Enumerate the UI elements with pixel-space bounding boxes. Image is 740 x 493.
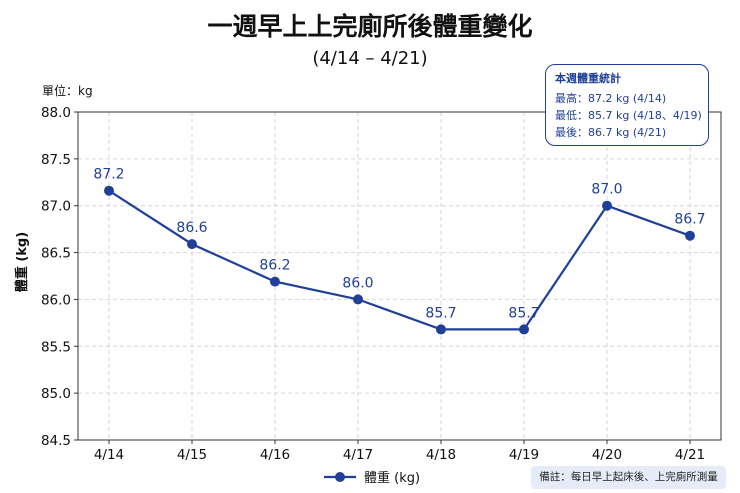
y-axis-ticks: 84.5 85.0 85.5 86.0 86.5 87.0 87.5 88.0 (41, 105, 78, 449)
data-label: 85.7 (508, 305, 539, 321)
chart-subtitle: (4/14 – 4/21) (312, 48, 427, 69)
data-label: 85.7 (425, 305, 456, 321)
data-labels: 87.2 86.6 86.2 86.0 85.7 85.7 87.0 86.7 (93, 167, 705, 322)
y-tick-label: 84.5 (41, 433, 71, 449)
unit-label: 單位：kg (42, 83, 93, 98)
x-tick-label: 4/17 (343, 447, 373, 463)
data-label: 87.2 (93, 167, 124, 183)
x-tick-label: 4/16 (260, 447, 290, 463)
legend-marker (335, 472, 345, 482)
data-label: 86.2 (259, 258, 290, 274)
y-tick-label: 86.5 (41, 246, 71, 262)
y-axis-label: 體重 (kg) (14, 232, 30, 292)
legend: 體重 (kg) (324, 470, 420, 486)
x-tick-label: 4/18 (426, 447, 456, 463)
stats-min: 最低：85.7 kg (4/18、4/19) (555, 109, 702, 122)
y-tick-label: 85.0 (41, 386, 71, 402)
x-tick-label: 4/20 (592, 447, 622, 463)
y-tick-label: 88.0 (41, 105, 71, 121)
data-label: 87.0 (591, 182, 622, 198)
data-point (436, 324, 446, 335)
measurement-note: 備註：每日早上起床後、上完廁所測量 (531, 466, 726, 489)
stats-last: 最後：86.7 kg (4/21) (555, 126, 667, 139)
x-tick-label: 4/15 (177, 447, 207, 463)
y-tick-label: 86.0 (41, 292, 71, 308)
data-label: 86.0 (342, 275, 373, 291)
data-label: 86.6 (176, 220, 207, 236)
data-point (187, 239, 197, 250)
data-point (104, 185, 114, 196)
data-point (270, 276, 280, 287)
x-tick-label: 4/21 (675, 447, 705, 463)
data-point (602, 200, 612, 211)
y-tick-label: 85.5 (41, 339, 71, 355)
y-tick-label: 87.0 (41, 199, 71, 215)
data-point (353, 294, 363, 305)
chart-title: 一週早上上完廁所後體重變化 (207, 12, 532, 41)
stats-max: 最高：87.2 kg (4/14) (555, 92, 667, 105)
x-tick-label: 4/14 (94, 447, 124, 463)
data-points (104, 185, 695, 335)
data-point (519, 324, 529, 335)
weekly-stats-box: 本週體重統計 最高：87.2 kg (4/14) 最低：85.7 kg (4/1… (545, 64, 709, 146)
x-tick-label: 4/19 (509, 447, 539, 463)
grid (78, 111, 721, 441)
x-axis-ticks: 4/14 4/15 4/16 4/17 4/18 4/19 4/20 4/21 (94, 440, 705, 463)
plot-frame (77, 111, 722, 441)
y-tick-label: 87.5 (41, 152, 71, 168)
data-point (685, 230, 695, 241)
legend-label: 體重 (kg) (364, 470, 420, 486)
stats-title: 本週體重統計 (555, 72, 621, 85)
data-label: 86.7 (674, 212, 705, 228)
weight-series-line (108, 189, 691, 331)
